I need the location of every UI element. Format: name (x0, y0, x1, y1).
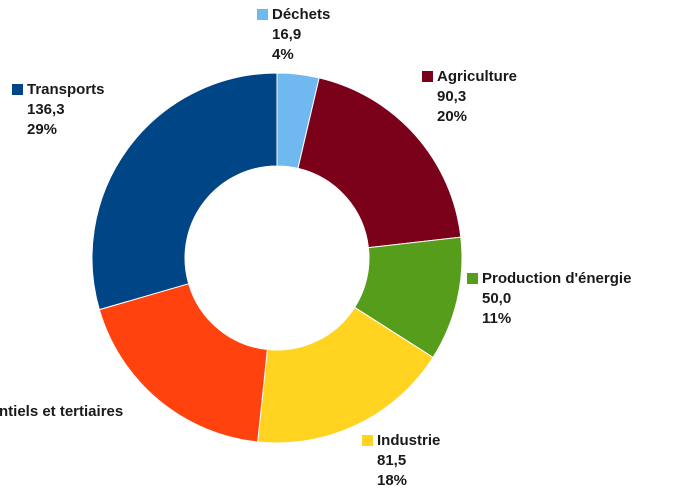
legend-swatch-transports (12, 84, 23, 95)
legend-swatch-agriculture (422, 71, 433, 82)
slice-value-label: 136,3 (27, 101, 65, 118)
slice-value-label: 90,3 (437, 88, 466, 105)
legend-swatch-production-d-energie (467, 273, 478, 284)
slice-percent-label: 18% (377, 472, 407, 489)
slice-ntiels-et-tertiaires (98, 283, 268, 443)
slice-value-label: 81,5 (377, 452, 406, 469)
slice-name-label: ntiels et tertiaires (0, 403, 123, 420)
slice-percent-label: 20% (437, 108, 467, 125)
slice-name-label: Déchets (272, 6, 330, 23)
slice-percent-label: 11% (482, 310, 511, 327)
slice-percent-label: 29% (27, 121, 57, 138)
donut-slices (91, 72, 463, 444)
legend-swatch-industrie (362, 435, 373, 446)
slice-transports (91, 72, 278, 311)
slice-value-label: 50,0 (482, 290, 511, 307)
slice-name-label: Production d'énergie (482, 270, 631, 287)
slice-industrie (257, 306, 434, 444)
slice-agriculture (297, 77, 462, 249)
slice-name-label: Transports (27, 81, 105, 98)
legend-swatch-dechets (257, 9, 268, 20)
slice-name-label: Agriculture (437, 68, 517, 85)
slice-labels: Déchets 16,9 4% Agriculture 90,3 20% Productio… (0, 6, 631, 489)
slice-name-label: Industrie (377, 432, 440, 449)
slice-percent-label: 4% (272, 46, 294, 63)
slice-value-label: 16,9 (272, 26, 301, 43)
